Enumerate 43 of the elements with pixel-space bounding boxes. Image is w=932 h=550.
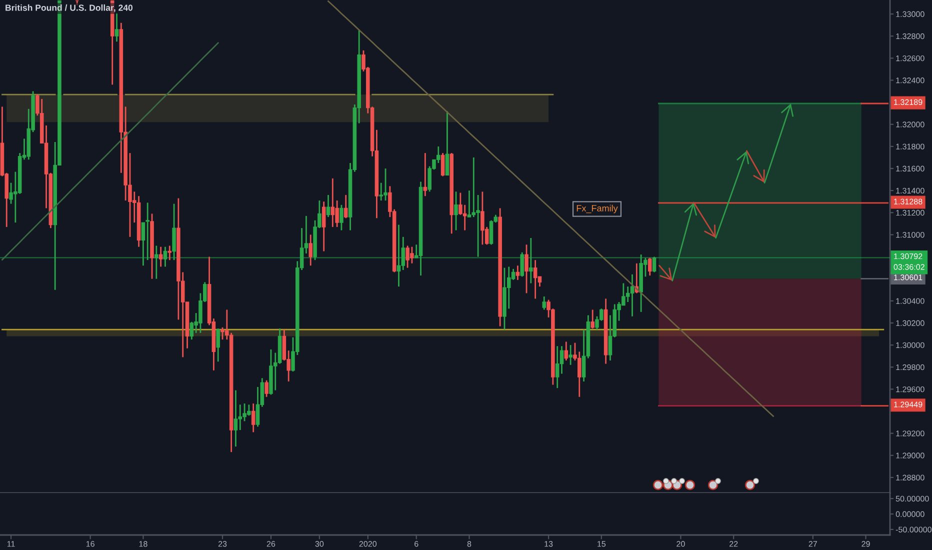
y-tick-label: 1.29000 xyxy=(896,452,924,458)
y-tick-label: 1.31400 xyxy=(896,188,924,194)
x-tick-label: 30 xyxy=(315,541,324,547)
y-tick-label: 1.30000 xyxy=(896,342,924,348)
x-tick-label: 11 xyxy=(7,541,15,547)
y-tick-label: 1.33000 xyxy=(896,11,924,18)
y-tick-label: 1.31000 xyxy=(896,232,924,238)
x-tick-label: 15 xyxy=(598,541,606,547)
chart-title: British Pound / U.S. Dollar, 240 xyxy=(6,4,133,12)
x-tick-label: 26 xyxy=(266,541,276,547)
y-tick-label: 1.29200 xyxy=(896,430,924,436)
y-tick-label: 1.30200 xyxy=(896,320,924,326)
x-tick-label: 18 xyxy=(139,541,148,547)
y-tick-label: 1.31800 xyxy=(896,144,924,150)
x-tick-label: 22 xyxy=(730,541,738,547)
y-tick-label: 1.30400 xyxy=(896,298,924,304)
y-tick-label: 1.32800 xyxy=(896,33,924,40)
x-tick-label: 8 xyxy=(467,541,472,547)
ref-line-label: 1.30792 03:36:02 xyxy=(894,253,924,270)
y-tick-label: 1.29600 xyxy=(896,386,924,392)
x-tick-label: 13 xyxy=(544,541,553,547)
y-tick-label: 0.00000 xyxy=(896,511,924,517)
y-tick-label: 50.00000 xyxy=(896,496,929,502)
y-tick-label: 1.29800 xyxy=(896,364,924,370)
annotation: Fx_Family xyxy=(576,204,618,214)
y-tick-label: 1.31600 xyxy=(896,166,924,172)
data-label: 1.31288 xyxy=(894,198,922,204)
x-tick-label: 16 xyxy=(86,541,94,547)
x-tick-label: 2020 xyxy=(359,541,377,547)
y-tick-label: 1.28800 xyxy=(896,474,924,480)
x-tick-label: 29 xyxy=(862,541,870,547)
data-label: 1.30601 xyxy=(894,274,922,280)
y-tick-label: -50.00000 xyxy=(896,526,932,532)
y-tick-label: 1.31200 xyxy=(896,210,924,216)
data-label: 1.32189 xyxy=(894,99,922,105)
y-tick-label: 1.32000 xyxy=(896,122,924,128)
x-tick-label: 20 xyxy=(676,541,685,547)
x-tick-label: 23 xyxy=(218,541,227,547)
x-tick-label: 6 xyxy=(414,541,418,547)
y-tick-label: 1.32400 xyxy=(896,78,924,84)
y-tick-label: 1.32600 xyxy=(896,55,924,62)
x-tick-label: 27 xyxy=(808,541,817,547)
data-label: 1.29449 xyxy=(894,402,922,408)
